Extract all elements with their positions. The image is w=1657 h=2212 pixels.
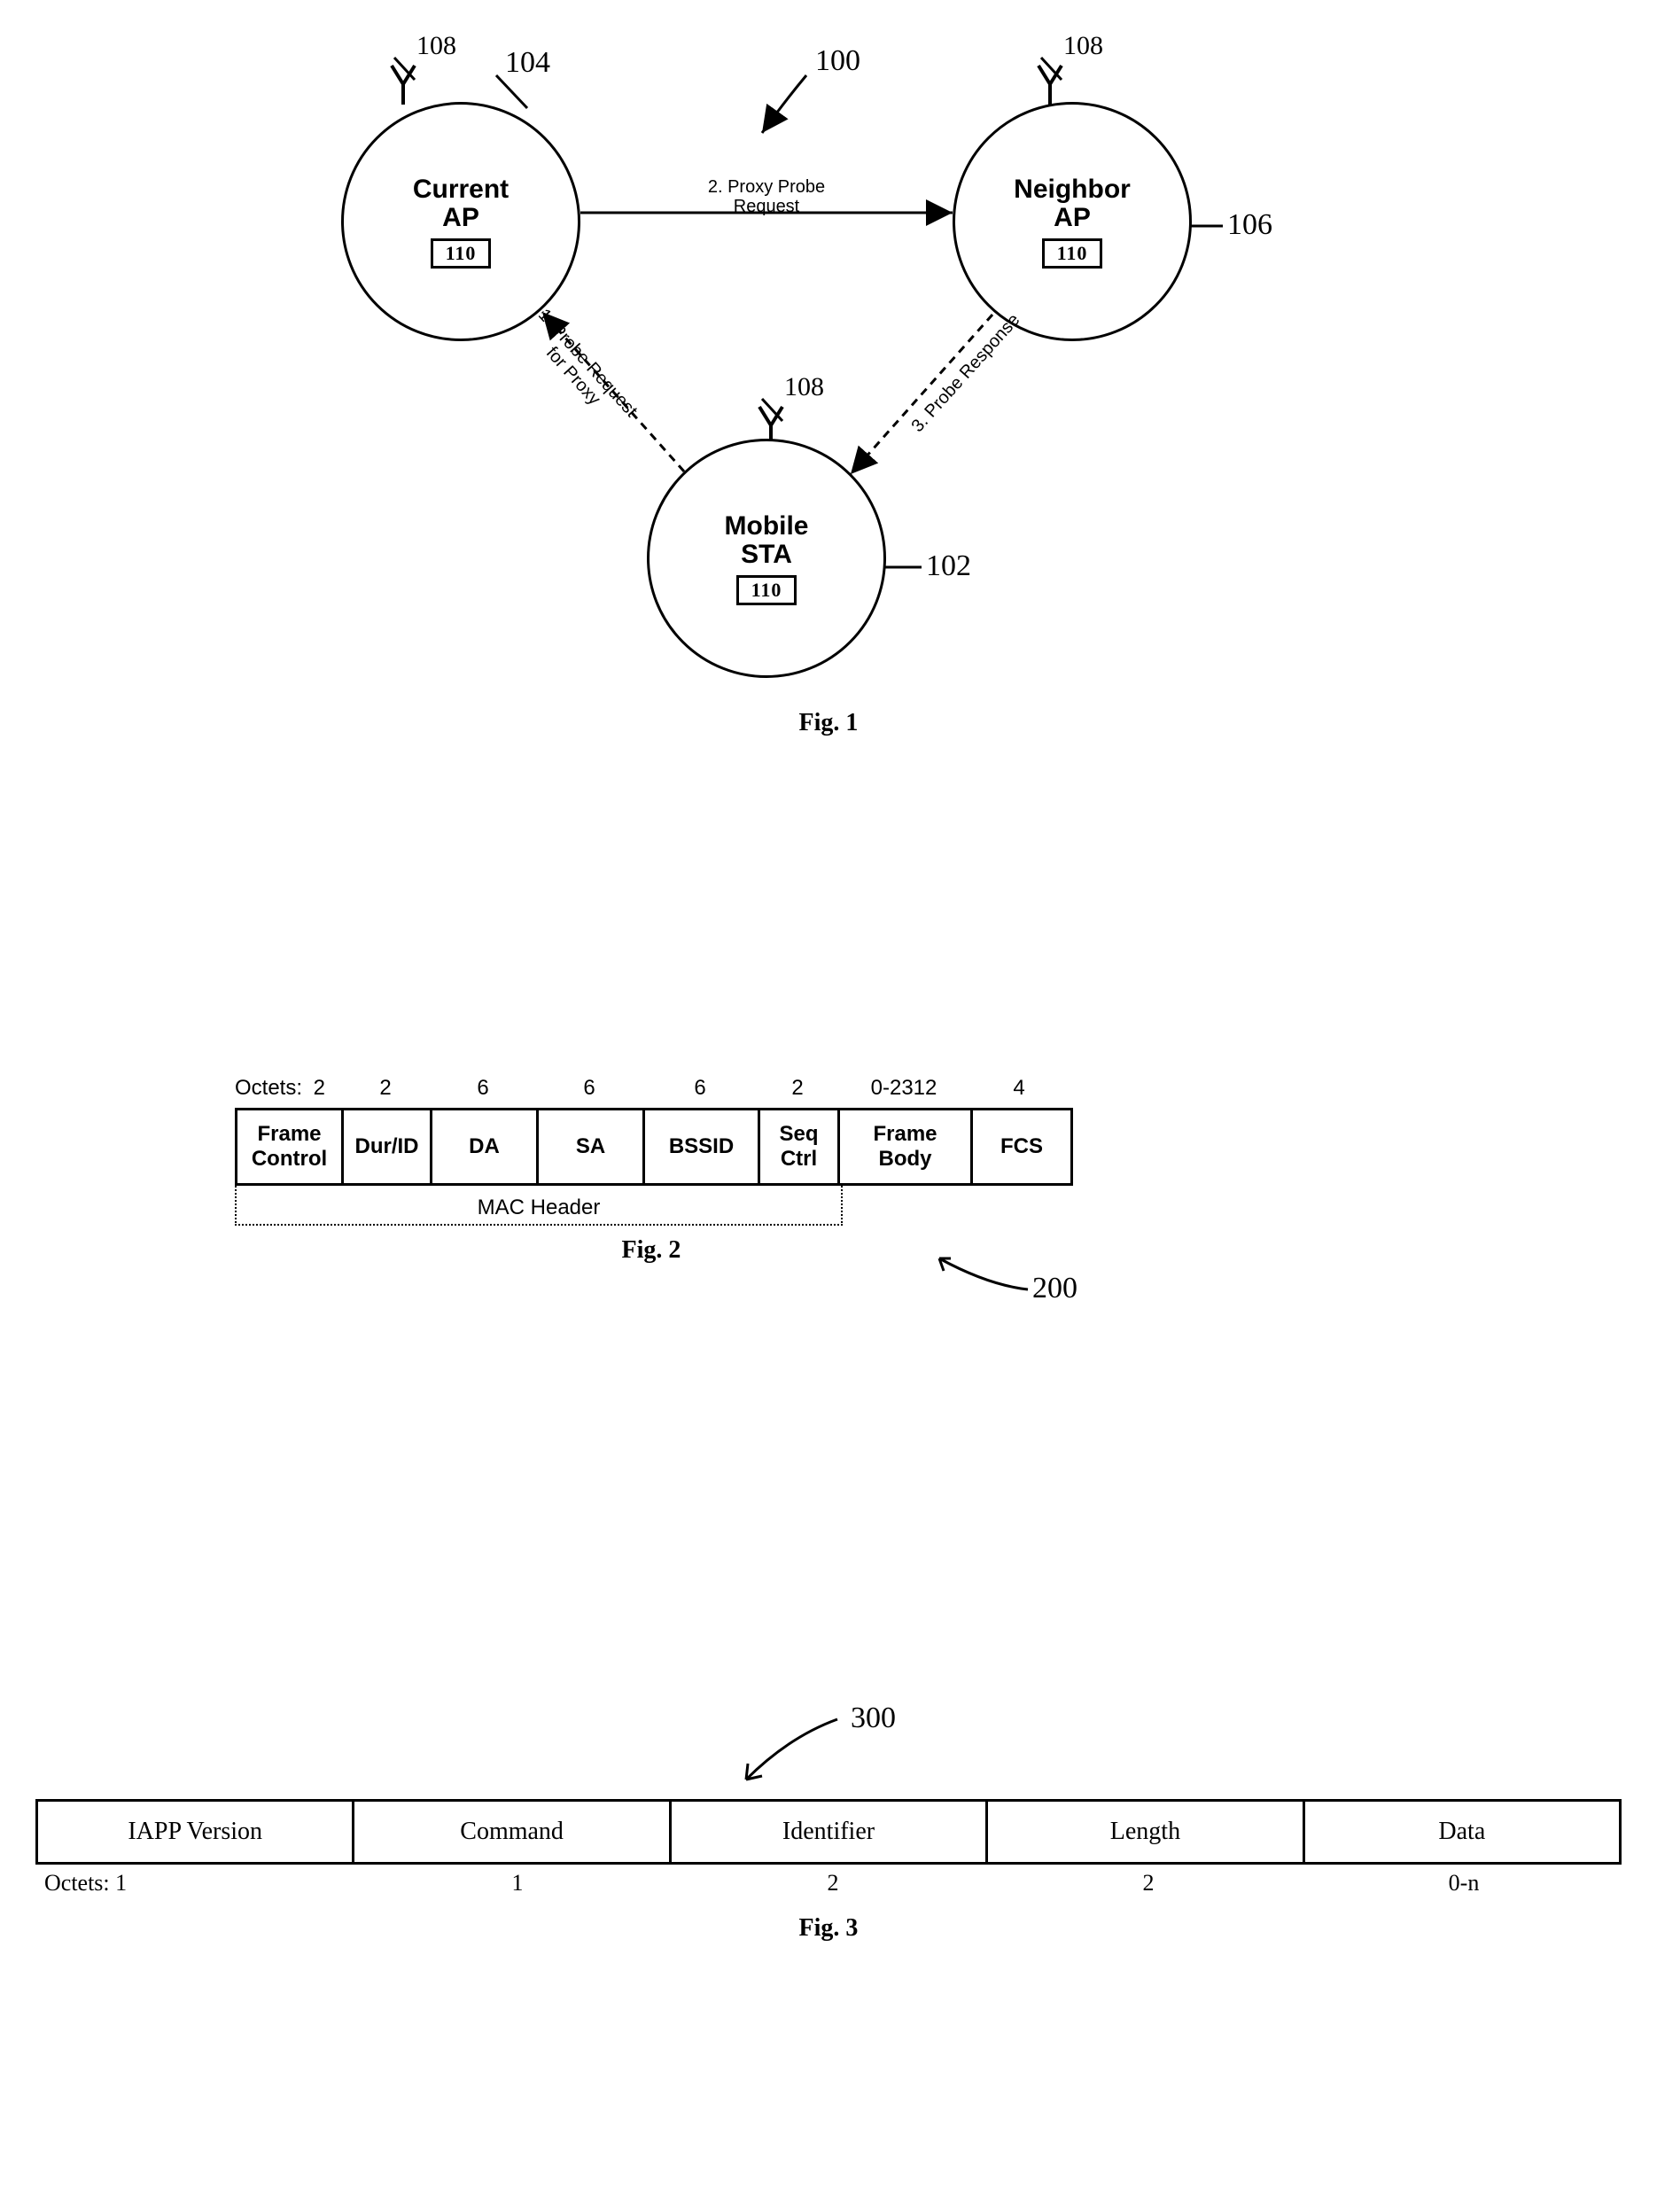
fig2-octet: 2 [758,1076,837,1101]
node-label: AP [1054,203,1091,233]
node-mobile-sta: Mobile STA 110 [647,439,886,678]
fig2-cell: SA [539,1110,645,1183]
node-box-value: 110 [1042,238,1103,269]
fig3-cell: IAPP Version [38,1802,354,1862]
fig2-cell: DA [432,1110,539,1183]
ref-200-arrow [926,1250,1041,1312]
fig3-octet: Octets: 1 [35,1870,360,1897]
fig3-octets-row: Octets: 11220-n [35,1870,1622,1897]
antenna-icon [388,62,418,106]
fig3-cell: Data [1305,1802,1619,1862]
node-label: Mobile [725,511,809,541]
ref-108-a: 108 [416,31,456,61]
node-neighbor-ap: Neighbor AP 110 [953,102,1192,341]
fig2-octet: 6 [536,1076,642,1101]
fig3-cell: Identifier [672,1802,988,1862]
ref-108-b: 108 [1063,31,1103,61]
fig2-cell: BSSID [645,1110,760,1183]
fig2-octet: 0-2312 [837,1076,970,1101]
fig2-mac-header: MAC Header [235,1183,843,1226]
ref-104: 104 [505,46,550,80]
fig2-octet: 4 [970,1076,1068,1101]
ref-102: 102 [926,549,971,583]
ref-200: 200 [1032,1272,1077,1305]
ref-100: 100 [815,44,860,78]
fig2-cell: Dur/ID [344,1110,432,1183]
edge-label-2: 2. Proxy ProbeRequest [673,177,860,216]
fig2-octet: 2 [235,1076,341,1101]
ref-300-arrow [735,1710,851,1790]
fig3-cell: Length [988,1802,1304,1862]
node-label: Current [413,175,509,205]
fig1-caption: Fig. 1 [35,709,1622,737]
node-box-value: 110 [431,238,492,269]
figure-2: Octets: 2266620-23124 FrameControlDur/ID… [35,1063,1622,1418]
node-label: STA [741,540,792,570]
ref-108-c: 108 [784,372,824,402]
fig3-octet: 1 [360,1870,675,1897]
fig2-octet: 2 [341,1076,430,1101]
fig3-octet: 2 [991,1870,1306,1897]
fig3-octet: 0-n [1306,1870,1622,1897]
fig2-octets-row: 2266620-23124 [235,1076,1068,1101]
fig2-cell: SeqCtrl [760,1110,840,1183]
fig2-table: FrameControlDur/IDDASABSSIDSeqCtrlFrameB… [235,1108,1073,1186]
fig3-cell: Command [354,1802,671,1862]
figure-3: 300 IAPP VersionCommandIdentifierLengthD… [35,1702,1622,2021]
fig2-octet: 6 [430,1076,536,1101]
node-box-value: 110 [736,575,797,605]
fig2-cell: FrameBody [840,1110,973,1183]
node-label: Neighbor [1014,175,1131,205]
ref-300: 300 [851,1702,896,1735]
fig2-cell: FCS [973,1110,1070,1183]
fig2-cell: FrameControl [237,1110,344,1183]
fig3-octet: 2 [675,1870,991,1897]
antenna-icon [1035,62,1065,106]
node-label: AP [442,203,479,233]
fig3-caption: Fig. 3 [35,1914,1622,1943]
ref-106: 106 [1227,208,1272,242]
fig3-table: IAPP VersionCommandIdentifierLengthData [35,1799,1622,1865]
fig2-octet: 6 [642,1076,758,1101]
figure-1: Current AP 110 Neighbor AP 110 Mobile ST… [35,35,1622,833]
